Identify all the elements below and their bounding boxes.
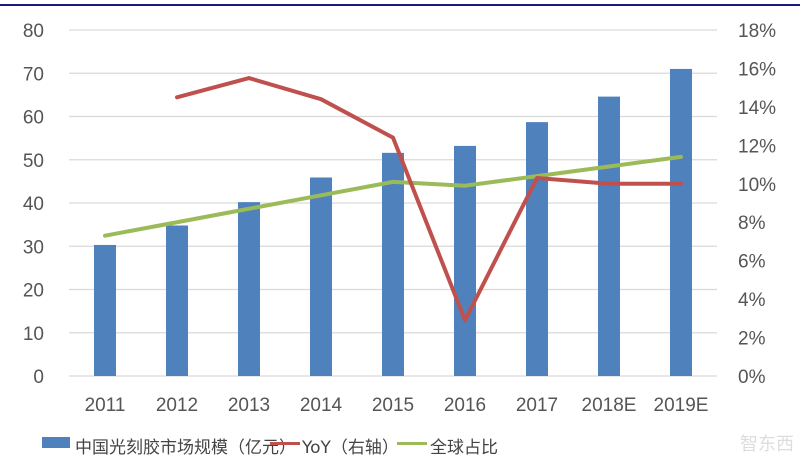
y-right-tick-label: 10% <box>738 175 776 196</box>
global-share-line <box>103 154 683 238</box>
x-tick-label: 2015 <box>372 395 414 416</box>
y-left-tick-label: 60 <box>23 108 44 129</box>
watermark-logo: 智东西 <box>740 434 794 455</box>
y-left-tick-label: 0 <box>33 367 44 388</box>
bar <box>382 152 404 376</box>
bar <box>310 177 332 376</box>
legend-swatch-yoy <box>270 442 300 445</box>
y-right-tick-label: 2% <box>738 329 766 350</box>
y-right-tick-label: 6% <box>738 252 766 273</box>
x-tick-label: 2016 <box>444 395 486 416</box>
y-left-tick-label: 40 <box>23 194 44 215</box>
x-tick-label: 2019E <box>654 395 709 416</box>
legend-label-global-share: 全球占比 <box>430 438 498 458</box>
y-right-tick-label: 0% <box>738 367 766 388</box>
y-right-tick-label: 18% <box>738 21 776 42</box>
legend-label-yoy: YoY（右轴） <box>302 438 399 458</box>
x-tick-label: 2012 <box>156 395 198 416</box>
bar <box>670 68 692 377</box>
y-left-tick-label: 70 <box>23 64 44 85</box>
x-tick-label: 2017 <box>516 395 558 416</box>
y-right-tick-label: 14% <box>738 98 776 119</box>
legend: 中国光刻胶市场规模（亿元） YoY（右轴） 全球占比 <box>0 433 800 458</box>
y-left-tick-label: 20 <box>23 281 44 302</box>
bar <box>166 225 188 376</box>
y-right-tick-label: 12% <box>738 136 776 157</box>
bar <box>454 145 476 376</box>
y-right-tick-label: 8% <box>738 213 766 234</box>
y-left-tick-label: 30 <box>23 237 44 258</box>
bar <box>598 96 620 376</box>
x-tick-label: 2013 <box>228 395 270 416</box>
y-left-tick-label: 10 <box>23 324 44 345</box>
bar <box>94 244 116 376</box>
x-tick-label: 2014 <box>300 395 343 416</box>
x-tick-label: 2011 <box>85 395 126 416</box>
legend-label-market-size: 中国光刻胶市场规模（亿元） <box>75 438 296 458</box>
y-left-tick-label: 80 <box>23 21 44 42</box>
legend-swatch-market-size <box>42 437 70 448</box>
yoy-line <box>175 76 683 323</box>
y-left-tick-label: 50 <box>23 151 44 172</box>
legend-swatch-global-share <box>397 442 427 445</box>
chart: 0 10 20 30 40 50 60 70 80 0% 2% 4% 6% 8% 10% 12% 14% 16% 1… <box>0 4 800 416</box>
bar <box>238 202 260 376</box>
y-right-tick-label: 16% <box>738 59 776 80</box>
bar <box>526 122 548 376</box>
x-tick-label: 2018E <box>582 395 637 416</box>
y-right-tick-label: 4% <box>738 290 766 311</box>
